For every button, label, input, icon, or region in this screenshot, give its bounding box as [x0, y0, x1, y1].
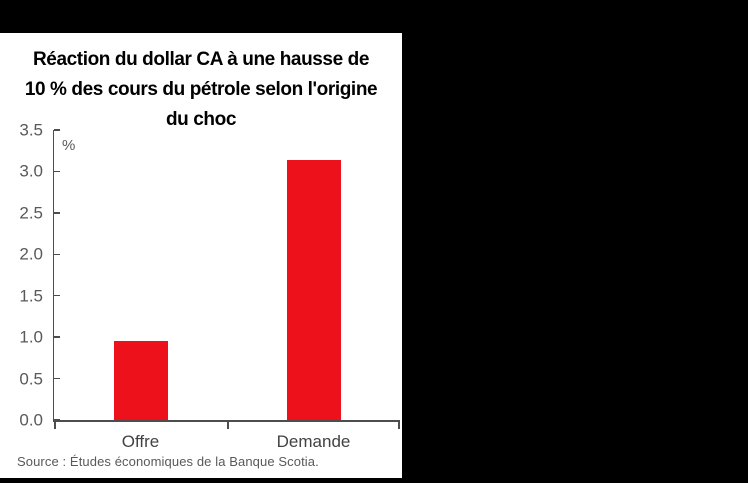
- bar-demande: [286, 159, 341, 420]
- chart-title-line-1: Réaction du dollar CA à une hausse de: [32, 49, 370, 70]
- y-axis-tick-label: 2.5: [19, 203, 43, 223]
- y-axis-tick-label: 1.0: [19, 327, 43, 347]
- y-axis-tick-label: 3.5: [19, 120, 43, 140]
- y-axis-tick: [54, 170, 60, 173]
- y-axis-tick-label: 0.5: [19, 369, 43, 389]
- x-axis-tick: [398, 420, 400, 429]
- y-axis-tick-label: 0.0: [19, 410, 43, 430]
- y-axis-tick: [54, 253, 60, 256]
- chart-title-line-2: 10 % des cours du pétrole selon l'origin…: [24, 79, 378, 100]
- y-axis-tick: [54, 129, 60, 131]
- bar-offre: [113, 341, 168, 420]
- x-axis-tick: [227, 420, 229, 429]
- y-axis-tick: [54, 419, 60, 421]
- y-axis-tick: [54, 294, 60, 297]
- source-note: Source : Études économiques de la Banque…: [17, 454, 319, 469]
- y-axis-tick: [54, 377, 60, 380]
- y-axis-tick: [54, 212, 60, 214]
- y-axis-tick-label: 2.0: [19, 244, 43, 264]
- y-axis-tick-label: 1.5: [19, 286, 43, 306]
- y-axis-unit-label: %: [62, 137, 76, 154]
- x-axis-category-label: Demande: [276, 432, 351, 451]
- plot-area: % 0.0 0.5 1.0 1.5 2.0 2.5 3.0 3.5 Offre Demande: [19, 122, 400, 451]
- chart-title-line-3: du choc: [165, 109, 237, 130]
- chart-panel: Réaction du dollar CA à une hausse de 10…: [0, 33, 402, 478]
- x-axis-tick: [54, 420, 56, 429]
- chart-title: Réaction du dollar CA à une hausse de 10…: [0, 45, 402, 135]
- y-axis-tick-label: 3.0: [19, 161, 43, 181]
- x-axis-category-label: Offre: [121, 432, 160, 451]
- y-axis-tick: [54, 336, 60, 338]
